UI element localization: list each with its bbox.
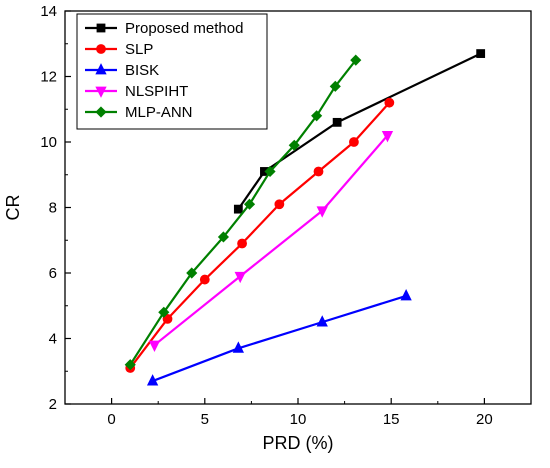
- data-point: [384, 97, 395, 108]
- data-point: [146, 374, 159, 386]
- data-point: [186, 267, 198, 279]
- data-point: [311, 110, 323, 122]
- legend-item: MLP-ANN: [85, 104, 193, 121]
- x-tick-label: 15: [383, 411, 400, 428]
- data-point: [264, 165, 276, 178]
- data-point: [329, 80, 341, 92]
- data-point: [148, 340, 161, 352]
- legend-label: Proposed method: [125, 20, 243, 37]
- data-point: [313, 166, 324, 177]
- series-mlp-ann: [124, 54, 362, 371]
- y-tick-label: 14: [40, 3, 57, 20]
- y-tick-label: 10: [40, 134, 57, 151]
- legend-box: [76, 13, 268, 130]
- y-tick-label: 6: [49, 265, 57, 282]
- data-point: [332, 117, 342, 127]
- series-nlspiht: [148, 131, 394, 352]
- legend-marker: [95, 106, 107, 118]
- data-point: [400, 289, 412, 301]
- x-tick-label: 10: [290, 411, 307, 428]
- legend-label: SLP: [125, 41, 153, 58]
- x-tick-label: 20: [476, 411, 493, 428]
- axis-ticks: 0 5 10 15 20 2 4 6 8 10 12 14: [40, 3, 492, 428]
- series-line: [152, 294, 407, 383]
- legend-item: NLSPIHT: [85, 83, 188, 100]
- data-point: [234, 271, 246, 284]
- x-tick-label: 0: [107, 411, 115, 428]
- data-point: [476, 49, 486, 58]
- legend-label: BISK: [125, 62, 159, 79]
- legend-item: SLP: [85, 41, 153, 58]
- series-slp: [125, 97, 395, 373]
- legend: Proposed method SLP BISK NLSPIHT MLP-ANN: [76, 13, 268, 130]
- data-point: [233, 204, 243, 214]
- data-point: [316, 315, 328, 327]
- data-point: [243, 198, 256, 210]
- data-point: [316, 206, 328, 218]
- data-point: [124, 359, 136, 371]
- data-point: [232, 341, 244, 353]
- y-tick-label: 8: [49, 200, 57, 217]
- legend-marker: [96, 23, 106, 33]
- data-point: [274, 199, 285, 210]
- data-point: [349, 137, 359, 147]
- y-axis-title: CR: [3, 195, 23, 221]
- y-tick-label: 2: [49, 396, 57, 413]
- legend-item: Proposed method: [85, 20, 243, 37]
- legend-marker: [96, 44, 106, 54]
- series-line: [129, 59, 357, 366]
- series-layer: [124, 49, 486, 386]
- legend-label: MLP-ANN: [125, 104, 193, 121]
- series-proposed-method: [233, 49, 486, 214]
- series-line: [129, 101, 391, 369]
- data-point: [381, 131, 394, 143]
- series-line: [153, 134, 389, 346]
- data-point: [288, 139, 300, 151]
- data-point: [158, 306, 170, 318]
- series-line: [237, 52, 482, 210]
- data-point: [199, 274, 210, 285]
- series-bisk: [146, 289, 412, 386]
- legend-label: NLSPIHT: [125, 83, 188, 100]
- data-point: [350, 54, 362, 66]
- legend-item: BISK: [85, 62, 159, 79]
- data-point: [237, 238, 247, 249]
- plot-frame: [64, 10, 532, 405]
- legend-marker: [95, 86, 107, 98]
- legend-marker: [95, 63, 107, 75]
- x-tick-label: 5: [201, 411, 209, 428]
- data-point: [162, 313, 173, 324]
- y-tick-label: 4: [49, 331, 57, 348]
- x-axis-title: PRD (%): [263, 433, 334, 453]
- data-point: [217, 231, 230, 243]
- y-tick-label: 12: [40, 69, 57, 86]
